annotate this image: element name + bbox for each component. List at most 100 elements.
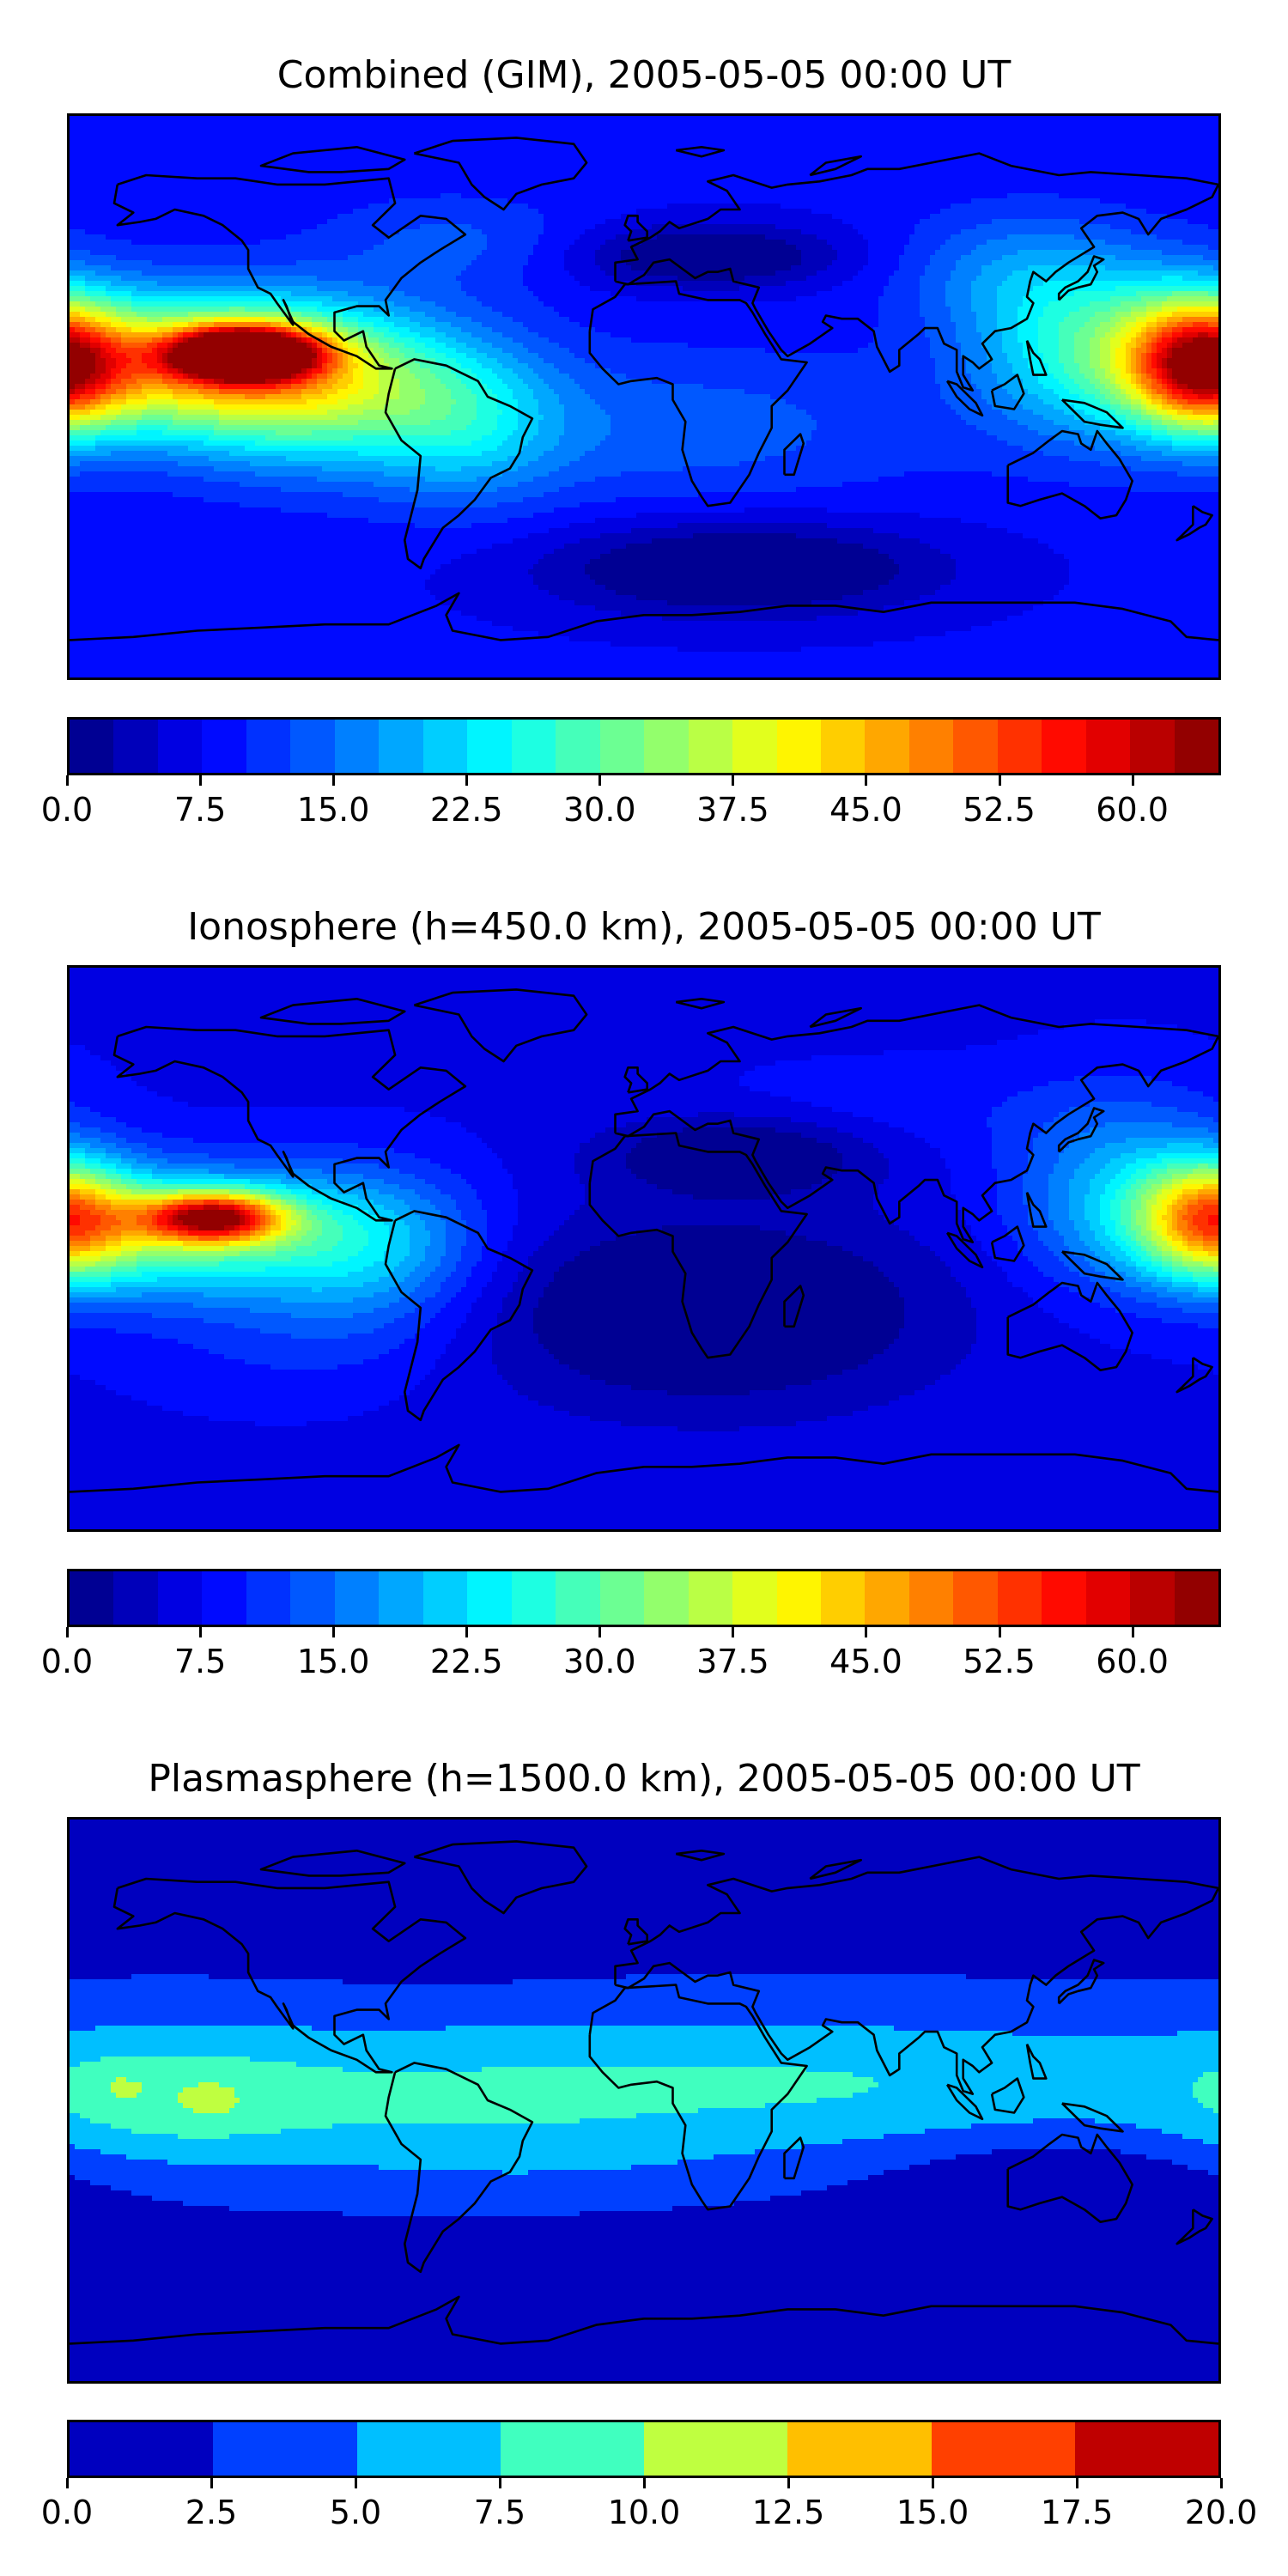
- colorbar-tick-label: 15.0: [296, 1643, 370, 1680]
- colorbar-segment: [356, 2422, 501, 2476]
- colorbar-tick-label: 2.5: [185, 2494, 238, 2531]
- colorbar-ticks-combined: 0.0 7.5 15.0 22.5 30.0 37.5 45.0 52.5 60.0: [41, 775, 1221, 829]
- coastline: [259, 1849, 406, 1877]
- colorbar-segment: [688, 1571, 733, 1625]
- coastline: [1025, 1192, 1048, 1228]
- colorbar-segment: [1042, 720, 1086, 773]
- coastline: [1060, 398, 1124, 429]
- coastline: [413, 1840, 588, 1915]
- colorbar-segment: [644, 720, 689, 773]
- coastline: [614, 1004, 1218, 1244]
- colorbar-segment: [113, 1571, 158, 1625]
- map-svg: [70, 116, 1218, 677]
- colorbar-segment: [113, 720, 158, 773]
- colorbar-segment: [644, 2422, 788, 2476]
- colorbar-segment: [157, 1571, 203, 1625]
- colorbar-segment: [246, 1571, 291, 1625]
- colorbar-tick-label: 12.5: [751, 2494, 825, 2531]
- colorbar-segment: [1174, 720, 1218, 773]
- colorbar-tick-label: 22.5: [429, 791, 503, 829]
- colorbar-segment: [865, 1571, 909, 1625]
- colorbar-segment: [467, 1571, 512, 1625]
- coastline: [70, 592, 1218, 641]
- tec-map-combined: [67, 113, 1221, 680]
- coastline: [112, 173, 467, 370]
- coastline: [623, 1066, 649, 1094]
- colorbar-segment: [599, 720, 645, 773]
- coastline: [614, 152, 1218, 392]
- coastline: [623, 215, 649, 242]
- colorbar-segment: [953, 720, 998, 773]
- coastline: [990, 374, 1025, 410]
- colorbar-segment: [246, 720, 291, 773]
- colorbar-tick-label: 60.0: [1096, 791, 1169, 829]
- colorbar-segment: [379, 1571, 423, 1625]
- coastline: [809, 1006, 863, 1029]
- colorbar-segment: [1130, 720, 1175, 773]
- colorbar-tick-label: 0.0: [40, 1643, 94, 1680]
- colorbar-segment: [511, 1571, 556, 1625]
- coastline: [945, 380, 984, 417]
- colorbar-segment: [213, 2422, 357, 2476]
- colorbar-segment: [997, 720, 1042, 773]
- colorbar-segment: [556, 1571, 600, 1625]
- coastline: [384, 358, 534, 570]
- colorbar-tick-label: 52.5: [963, 1643, 1036, 1680]
- colorbar-segment: [70, 720, 114, 773]
- coastline: [588, 1984, 808, 2211]
- colorbar-tick-label: 10.0: [607, 2494, 681, 2531]
- colorbar-tick-label: 0.0: [40, 791, 94, 829]
- colorbar-segment: [732, 720, 777, 773]
- colorbar-segment: [202, 1571, 246, 1625]
- colorbar-segment: [931, 2422, 1075, 2476]
- coastline: [259, 145, 406, 173]
- coastline: [1057, 1107, 1105, 1153]
- colorbar-segment: [422, 720, 468, 773]
- coastline: [1006, 1281, 1133, 1372]
- coastline: [1176, 505, 1213, 542]
- colorbar-ticks-ionosphere: 0.0 7.5 15.0 22.5 30.0 37.5 45.0 52.5 60.0: [41, 1627, 1221, 1680]
- colorbar-tick-label: 37.5: [696, 791, 769, 829]
- colorbar-segment: [1085, 1571, 1131, 1625]
- colorbar-tick-label: 7.5: [173, 1643, 227, 1680]
- colorbar-segment: [422, 1571, 468, 1625]
- colorbar-segment: [1074, 2422, 1218, 2476]
- coastline: [945, 1231, 984, 1269]
- panel-title: Ionosphere (h=450.0 km), 2005-05-05 00:0…: [187, 905, 1101, 949]
- coastline: [1025, 2044, 1048, 2080]
- colorbar-segment: [1174, 1571, 1218, 1625]
- coastline: [675, 145, 726, 158]
- colorbar-segment: [908, 720, 954, 773]
- coastline: [1006, 429, 1133, 520]
- coastline: [1025, 340, 1048, 376]
- coastline: [588, 280, 808, 507]
- colorbar-segment: [1085, 720, 1131, 773]
- coastline: [783, 2136, 805, 2180]
- colorbar-tick-label: 45.0: [829, 791, 902, 829]
- coastline: [623, 1918, 649, 1946]
- colorbar-segment: [379, 720, 423, 773]
- coastline: [384, 2062, 534, 2274]
- coastline: [1057, 1959, 1105, 2005]
- colorbar-ticks-plasmasphere: 0.0 2.5 5.0 7.5 10.0 12.5 15.0 17.5 20.0: [41, 2478, 1257, 2531]
- coastline: [70, 1443, 1218, 1493]
- colorbar-segment: [202, 720, 246, 773]
- colorbar-segment: [290, 1571, 335, 1625]
- colorbar-segment: [334, 1571, 380, 1625]
- colorbar-tick-label: 17.5: [1040, 2494, 1114, 2531]
- coastline: [259, 997, 406, 1025]
- panel-title: Plasmasphere (h=1500.0 km), 2005-05-05 0…: [148, 1757, 1140, 1801]
- coastline: [1060, 1250, 1124, 1281]
- colorbar-segment: [500, 2422, 644, 2476]
- colorbar-tick-label: 45.0: [829, 1643, 902, 1680]
- colorbar-segment: [820, 1571, 866, 1625]
- colorbar-segment: [688, 720, 733, 773]
- map-svg: [70, 1820, 1218, 2381]
- coastline: [70, 2295, 1218, 2345]
- colorbar-tick-label: 7.5: [173, 791, 227, 829]
- coastline: [675, 997, 726, 1010]
- tec-map-plasmasphere: [67, 1817, 1221, 2384]
- colorbar-segment: [776, 1571, 821, 1625]
- colorbar-segment: [908, 1571, 954, 1625]
- colorbar-segment: [1130, 1571, 1175, 1625]
